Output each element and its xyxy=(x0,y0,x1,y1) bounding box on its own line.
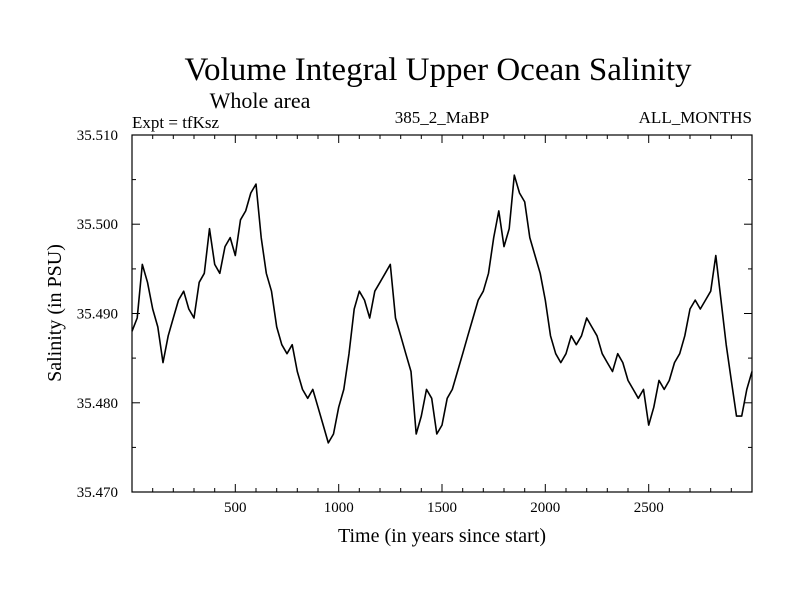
y-axis-label: Salinity (in PSU) xyxy=(44,244,66,382)
x-tick-label: 1500 xyxy=(427,500,457,516)
y-tick-label: 35.510 xyxy=(77,128,118,144)
x-tick-label: 2500 xyxy=(634,500,664,516)
series-layer xyxy=(131,174,753,444)
y-tick-label: 35.500 xyxy=(77,217,118,233)
axis-ticks: 500 1000 1500 2000 2500 35.470 35.480 35.490 35.… xyxy=(77,128,752,516)
run-label: 385_2_MaBP xyxy=(395,108,489,127)
y-tick-label: 35.470 xyxy=(77,485,118,501)
chart-title: Volume Integral Upper Ocean Salinity xyxy=(184,52,692,88)
series-line xyxy=(131,174,753,444)
x-axis-label: Time (in years since start) xyxy=(338,525,546,547)
x-tick-label: 500 xyxy=(224,500,247,516)
x-tick-label: 2000 xyxy=(530,500,560,516)
plot-frame xyxy=(131,134,753,493)
months-label: ALL_MONTHS xyxy=(639,108,752,127)
experiment-label: Expt = tfKsz xyxy=(132,113,219,132)
y-tick-label: 35.480 xyxy=(77,396,118,412)
y-tick-label: 35.490 xyxy=(77,307,118,323)
chart-subtitle: Whole area xyxy=(210,88,311,113)
x-tick-label: 1000 xyxy=(324,500,354,516)
